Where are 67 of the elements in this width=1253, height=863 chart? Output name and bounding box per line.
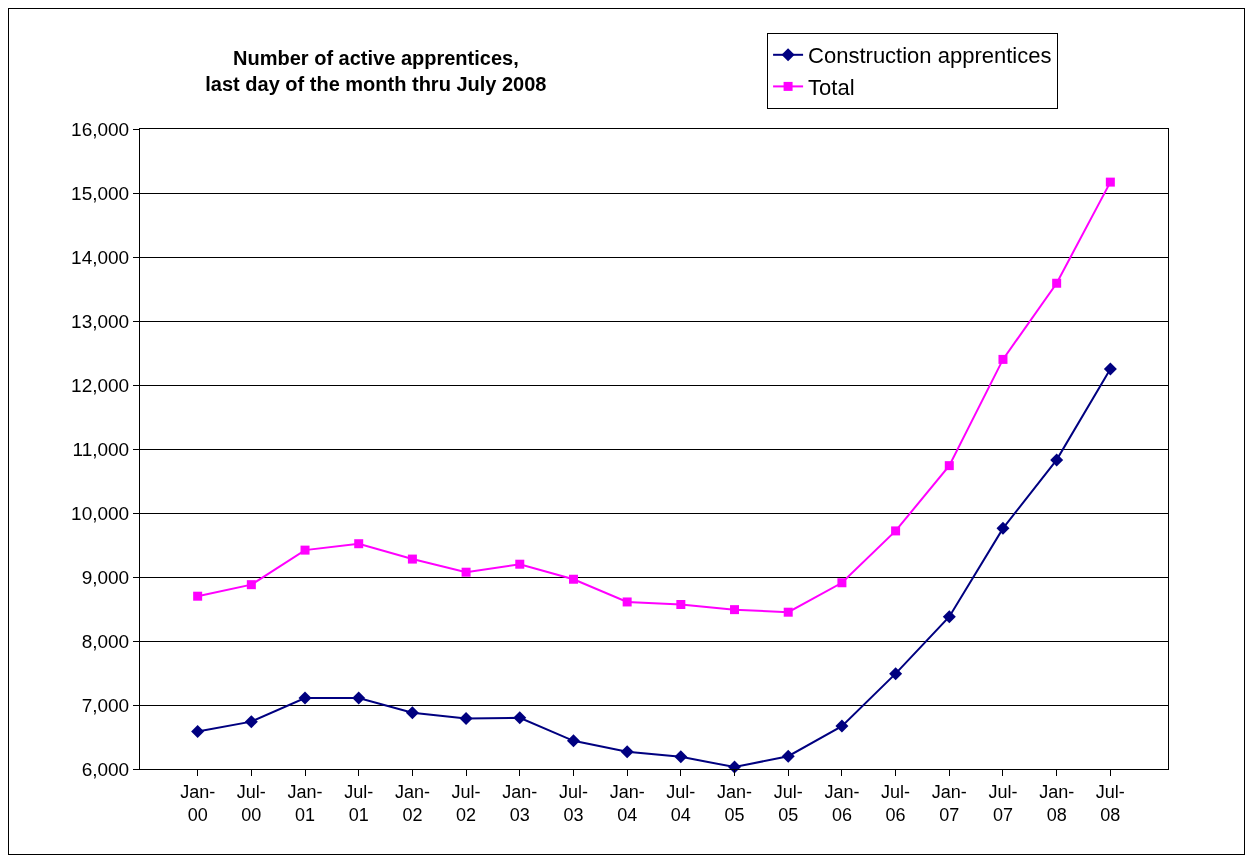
x-tick-label: Jan-06 [824,781,860,825]
point [568,574,578,584]
point [676,600,686,610]
point [730,605,740,615]
x-tick-label: Jan-03 [502,781,538,825]
point [405,706,419,720]
point [407,554,417,564]
point [889,667,903,681]
y-tick-label: 7,000 [81,694,130,716]
point [944,461,954,471]
x-tick-label: Jul-00 [236,781,266,825]
point [298,691,312,705]
legend-label: Total [808,74,855,100]
point [191,725,205,739]
point [193,591,203,601]
y-tick-label: 14,000 [71,246,130,268]
point [1052,278,1062,288]
point [352,691,366,705]
point [783,607,793,617]
x-tick-label: Jul-01 [344,781,374,825]
point [513,711,527,725]
point [300,545,310,555]
point [891,526,901,536]
point [459,711,473,725]
y-tick-label: 11,000 [72,438,130,460]
point [515,559,525,569]
point [461,567,471,577]
point [566,734,580,748]
point [674,750,688,764]
x-tick-label: Jul-08 [1095,781,1125,825]
point [837,578,847,588]
x-tick-label: Jul-06 [881,781,911,825]
y-tick-label: 13,000 [71,310,130,332]
x-tick-label: Jul-04 [666,781,696,825]
point [620,745,634,759]
point [835,719,849,733]
x-tick-label: Jul-02 [451,781,481,825]
point [1103,362,1117,376]
x-tick-label: Jan-04 [609,781,645,825]
x-tick-label: Jan-01 [287,781,323,825]
point [1050,453,1064,467]
point [246,580,256,590]
y-tick-label: 8,000 [81,630,130,652]
x-tick-label: Jul-05 [773,781,803,825]
x-tick-label: Jan-08 [1039,781,1075,825]
point [622,597,632,607]
point [1105,177,1115,187]
x-tick-label: Jan-07 [931,781,967,825]
y-tick-label: 15,000 [71,182,130,204]
x-tick-label: Jul-07 [988,781,1018,825]
y-tick-label: 12,000 [71,374,130,396]
legend-label: Construction apprentices [808,43,1052,69]
y-tick-label: 16,000 [71,118,130,140]
point [942,610,956,624]
point [998,354,1008,364]
x-tick-label: Jan-02 [394,781,430,825]
x-tick-label: Jan-05 [717,781,753,825]
point [781,749,795,763]
x-tick-label: Jan-00 [180,781,216,825]
y-tick-label: 6,000 [81,758,130,780]
chart-title: Number of active apprentices, last day of the month thru July 2008 [205,46,547,95]
x-tick-label: Jul-03 [558,781,588,825]
y-tick-label: 9,000 [81,566,130,588]
y-tick-label: 10,000 [71,502,130,524]
point [354,539,364,549]
point [996,521,1010,535]
point [244,715,258,729]
